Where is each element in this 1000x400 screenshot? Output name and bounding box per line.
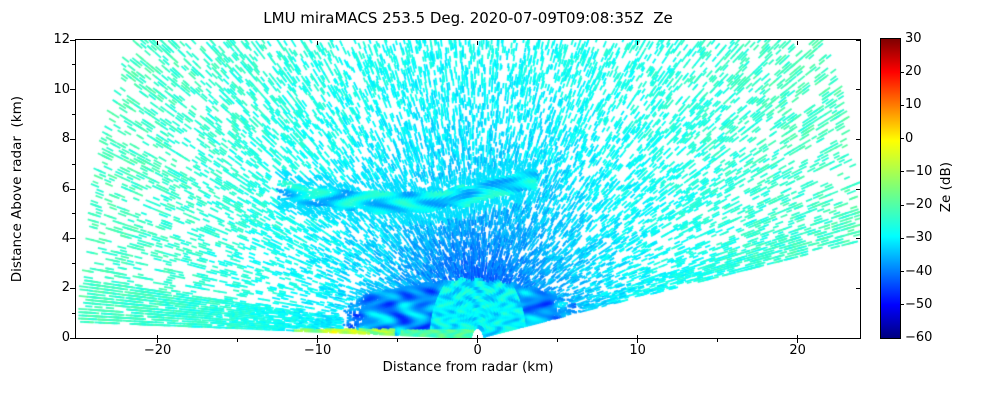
colorbar-tick-label: 10 (905, 97, 922, 113)
x-tick-label: −20 (143, 343, 172, 358)
colorbar-tick-label: −20 (905, 197, 933, 213)
y-tick-label: 8 (61, 131, 70, 147)
y-major-tick-right (856, 39, 860, 41)
colorbar-tick (900, 104, 904, 106)
x-major-tick-top (637, 41, 639, 45)
x-major-tick-top (477, 41, 479, 45)
chart-title: LMU miraMACS 253.5 Deg. 2020-07-09T09:08… (263, 9, 673, 27)
y-tick-label: 10 (53, 81, 70, 97)
y-tick-label: 2 (61, 280, 70, 296)
colorbar-tick (900, 204, 904, 206)
x-tick-label: 0 (473, 343, 482, 358)
x-major-tick (317, 335, 319, 343)
y-minor-tick (72, 312, 76, 314)
y-minor-tick (72, 114, 76, 115)
x-major-tick (797, 335, 799, 343)
x-major-tick-top (157, 41, 159, 45)
plot-area (75, 39, 861, 339)
colorbar-tick (900, 271, 904, 273)
y-major-tick (70, 89, 76, 91)
x-minor-tick (397, 339, 399, 342)
y-major-tick (70, 39, 76, 41)
colorbar-tick-label: 20 (905, 64, 922, 80)
x-tick-label: 10 (629, 343, 646, 358)
x-major-tick (477, 335, 479, 343)
y-minor-tick (72, 64, 76, 66)
y-major-tick (70, 287, 76, 289)
y-minor-tick (72, 163, 76, 165)
colorbar-tick (900, 237, 904, 239)
y-major-tick-right (856, 287, 860, 289)
colorbar (880, 38, 901, 339)
y-tick-label: 0 (61, 330, 70, 345)
radar-echo-canvas (76, 40, 860, 338)
colorbar-tick-label: −50 (905, 296, 933, 312)
colorbar-tick (900, 138, 904, 140)
y-major-tick (70, 138, 76, 140)
y-tick-label: 6 (61, 181, 70, 196)
y-minor-tick (72, 263, 76, 264)
y-tick-label: 4 (61, 230, 70, 246)
y-major-tick (70, 188, 76, 190)
x-major-tick-top (797, 41, 799, 45)
y-tick-label: 12 (53, 32, 70, 47)
colorbar-tick-label: −10 (905, 163, 933, 179)
colorbar-tick-label: −30 (905, 230, 933, 246)
x-axis-label: Distance from radar (km) (382, 359, 554, 375)
x-major-tick (157, 335, 159, 343)
colorbar-tick-label: 0 (905, 130, 914, 146)
y-major-tick-right (856, 238, 860, 240)
x-minor-tick (557, 339, 559, 342)
colorbar-tick (900, 171, 904, 173)
x-minor-tick (237, 339, 239, 342)
x-major-tick (637, 335, 639, 343)
colorbar-tick-label: −60 (905, 330, 933, 345)
y-minor-tick (72, 213, 76, 215)
y-major-tick-right (856, 188, 860, 190)
x-minor-tick (717, 339, 719, 342)
y-major-tick-right (856, 138, 860, 140)
y-major-tick (70, 238, 76, 240)
colorbar-label-box: Ze (dB) (934, 38, 958, 337)
x-tick-label: 20 (789, 343, 806, 358)
colorbar-tick (900, 304, 904, 306)
y-major-tick-right (856, 89, 860, 91)
colorbar-tick (900, 71, 904, 73)
x-tick-label: −10 (303, 343, 332, 358)
x-major-tick-top (317, 41, 319, 45)
y-major-tick-right (856, 337, 860, 339)
y-major-tick (70, 337, 76, 339)
colorbar-tick-label: −40 (905, 263, 933, 279)
colorbar-tick-label: 30 (905, 31, 922, 46)
